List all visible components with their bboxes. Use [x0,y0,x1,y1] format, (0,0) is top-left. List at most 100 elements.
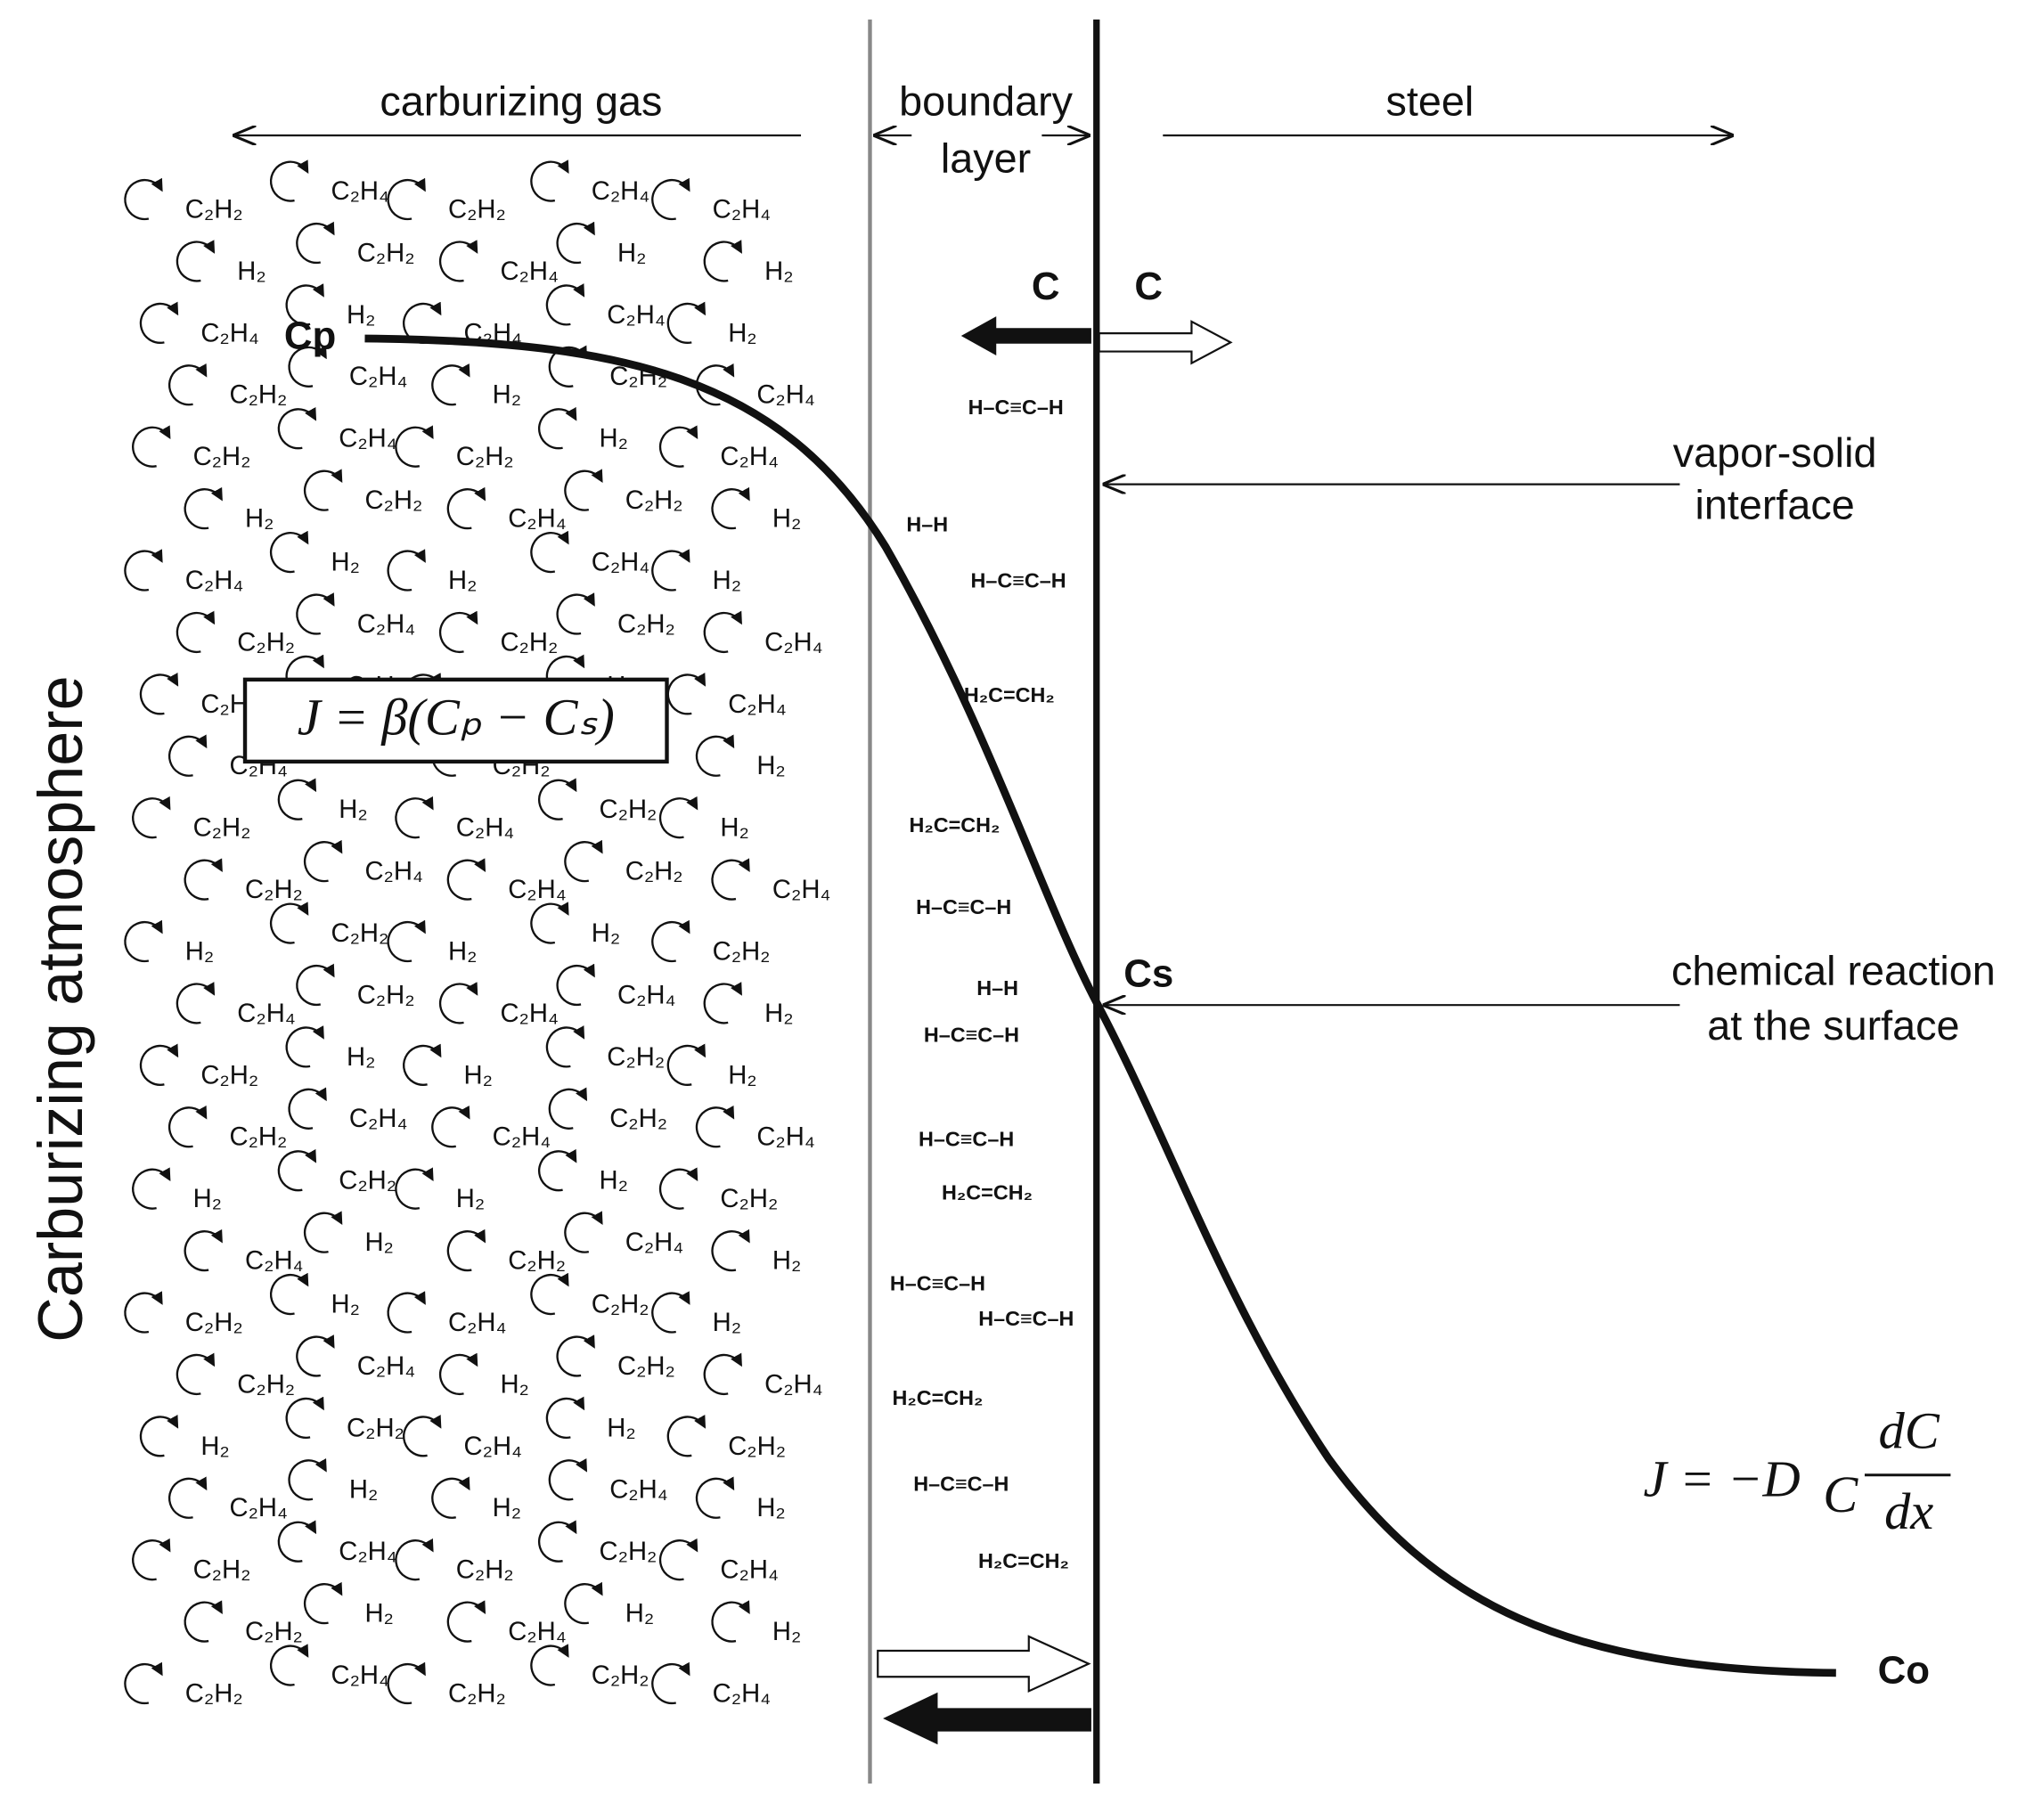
molecule-label: C₂H₂ [364,486,422,515]
molecule-label: C₂H₂ [592,1661,649,1690]
molecule-label: C₂H₄ [339,1538,396,1566]
rotation-loop [288,1087,327,1130]
rotation-loop [545,1396,585,1439]
point-label: C [1032,265,1060,308]
rotation-loop [403,1043,442,1086]
rotation-loop [277,406,317,450]
rotation-loop [556,1334,595,1377]
rotation-loop [285,283,324,326]
rotation-loop [530,530,569,574]
equation-subscript: C [1823,1465,1858,1523]
rotation-loop [711,858,750,901]
molecule-label: H₂ [493,1494,521,1522]
rotation-loop [167,1476,208,1519]
molecule-label: H₂ [493,381,521,410]
molecule-label: H₂ [245,505,274,534]
rotation-loop [564,839,603,883]
molecule-label: C₂H₂ [339,1167,396,1196]
concentration-curve [364,334,1836,1677]
rotation-loop [703,240,742,282]
molecule-label: C₂H₂ [245,1618,303,1646]
rotation-loop [530,1272,569,1316]
flux-arrow-out [883,1692,1091,1745]
carbon-arrow-in [1098,320,1233,365]
molecule-label: C₂H₂ [456,1556,514,1585]
molecule-label: C₂H₄ [500,1000,558,1028]
rotation-loop [537,778,577,820]
rotation-loop [651,919,690,963]
rotation-loop [387,177,426,221]
molecule-label: H₂ [720,814,748,843]
molecule-label: C₂H₂ [448,1679,506,1708]
rotation-loop [564,1211,603,1253]
molecule-label: H₂ [625,1600,654,1628]
point-label: Cp [284,314,336,358]
boundary-molecule: H₂C=CH₂ [892,1386,983,1409]
carbon-arrow-out [960,316,1091,355]
rotation-loop [711,486,750,530]
annotation: at the surface [1707,1002,1959,1049]
boundary-molecule: H–C≡C–H [924,1023,1019,1046]
molecule-label: C₂H₂ [600,1538,658,1566]
molecule-label: C₂H₂ [500,628,558,657]
flux-arrow-in [877,1635,1091,1693]
molecule-label: H₂ [464,1061,493,1090]
molecule-label: H₂ [713,567,741,595]
annotation: chemical reaction [1671,947,1996,993]
molecule-label: C₂H₄ [713,195,771,224]
point-label: Cs [1123,952,1173,996]
molecule-label: C₂H₂ [331,919,388,948]
rotation-loop [658,1167,698,1210]
rotation-loop [703,610,742,654]
rotation-loop [184,1600,223,1643]
molecule-label: C₂H₂ [607,1043,665,1072]
molecule-label: C₂H₂ [185,1309,243,1337]
rotation-loop [269,159,309,202]
rotation-loop [658,425,698,468]
molecule-label: C₂H₄ [331,1661,388,1690]
molecule-label: C₂H₄ [609,1476,667,1505]
annotation: vapor-solid [1673,429,1877,476]
rotation-loop [666,301,707,344]
rotation-loop [537,1148,577,1192]
molecule-label: C₂H₄ [720,443,778,471]
molecule-label: C₂H₂ [229,381,287,410]
rotation-loop [139,1415,179,1457]
rotation-loop [695,1476,735,1519]
rotation-loop [666,1415,707,1457]
molecule-label: H₂ [728,1061,756,1090]
rotation-loop [387,1291,426,1334]
molecule-label: C₂H₄ [464,1432,522,1461]
molecule-label: H₂ [617,239,646,267]
molecule-label: C₂H₄ [456,814,514,843]
molecule-label: H₂ [592,919,620,948]
rotation-loop [548,1087,588,1130]
molecule-label: C₂H₄ [357,610,415,639]
rotation-loop [438,1352,478,1396]
molecule-label: C₂H₂ [728,1432,786,1461]
rotation-loop [446,858,486,901]
molecule-label: H₂ [200,1432,229,1461]
rotation-loop [176,1352,216,1396]
rotation-loop [184,1228,223,1272]
molecule-label: C₂H₄ [364,858,422,886]
rotation-loop [167,734,208,777]
molecule-label: C₂H₄ [592,548,649,576]
rotation-loop [296,1334,335,1377]
molecule-label: H₂ [339,796,367,824]
molecule-label: H₂ [347,301,375,330]
rotation-loop [176,610,216,654]
molecule-label: C₂H₄ [772,876,830,904]
molecule-label: C₂H₂ [592,1290,649,1318]
rotation-loop [530,902,569,944]
rotation-loop [132,1167,171,1210]
rotation-loop [403,1415,442,1457]
rotation-loop [303,1581,343,1625]
molecule-label: C₂H₂ [193,814,251,843]
molecule-label: H₂ [713,1309,741,1337]
molecule-label: C₂H₄ [756,1123,814,1152]
rotation-loop [139,673,179,715]
rotation-loop [703,982,742,1024]
boundary-molecule: H₂C=CH₂ [942,1180,1033,1204]
